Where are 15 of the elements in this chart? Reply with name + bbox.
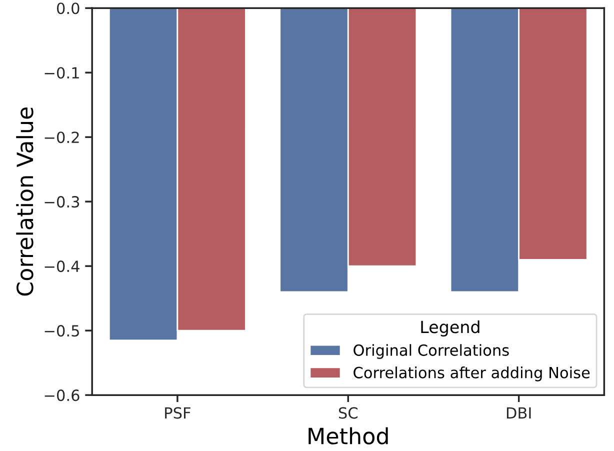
x-tick-label: PSF	[165, 407, 190, 419]
y-axis-title: Correlation Value	[16, 107, 34, 296]
legend-label: Original Correlations	[354, 344, 509, 359]
x-axis-title: Method	[308, 427, 388, 444]
y-tick-label: −0.2	[44, 132, 79, 144]
y-tick-label: −0.3	[44, 196, 80, 208]
y-tick-label: −0.4	[44, 260, 80, 272]
legend-title: Legend	[421, 320, 480, 336]
legend-label: Correlations after adding Noise	[354, 366, 590, 382]
y-tick-label: −0.6	[44, 390, 80, 402]
y-tick-label: −0.5	[44, 325, 79, 337]
x-tick-label: SC	[338, 407, 358, 419]
y-tick-label: −0.1	[44, 67, 79, 79]
x-tick-label: DBI	[506, 407, 531, 418]
y-tick-label: 0.0	[57, 2, 80, 14]
